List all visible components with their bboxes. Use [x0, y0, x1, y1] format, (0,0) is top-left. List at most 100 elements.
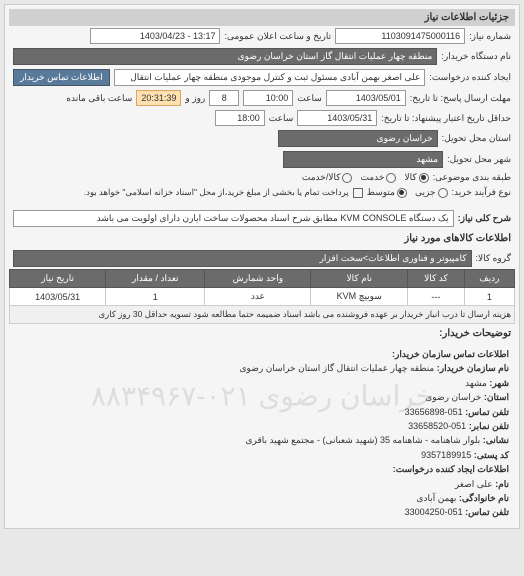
buyer-name-row: نام دستگاه خریدار: منطقه چهار عملیات انت…	[9, 46, 515, 67]
response-date: 1403/05/01	[326, 90, 406, 106]
table-header-row: ردیف کد کالا نام کالا واحد شمارش تعداد /…	[10, 270, 515, 288]
org-province: خراسان رضوی	[425, 392, 481, 402]
process-label: نوع فرآیند خرید:	[452, 187, 512, 198]
table-container: ردیف کد کالا نام کالا واحد شمارش تعداد /…	[9, 269, 515, 524]
creator-phone-label: تلفن تماس:	[465, 507, 509, 517]
radio-medium-circle	[397, 188, 407, 198]
radio-goods-service[interactable]: کالا/خدمت	[302, 172, 353, 183]
buyer-name-value: منطقه چهار عملیات انتقال گاز استان خراسا…	[13, 48, 437, 65]
goods-table: ردیف کد کالا نام کالا واحد شمارش تعداد /…	[9, 269, 515, 324]
keyword-label: شرح کلی نیاز:	[458, 213, 511, 224]
td-row: 1	[464, 288, 514, 306]
budget-radio-group: کالا خدمت کالا/خدمت	[302, 172, 429, 183]
th-qty: تعداد / مقدار	[106, 270, 205, 288]
response-deadline-row: مهلت ارسال پاسخ: تا تاریخ: 1403/05/01 سا…	[9, 88, 515, 108]
province-row: استان محل تحویل: خراسان رضوی	[9, 128, 515, 149]
contact-title: اطلاعات تماس سازمان خریدار:	[15, 347, 509, 361]
goods-section-title: اطلاعات کالاهای مورد نیاز	[9, 229, 515, 248]
table-note: هزینه ارسال تا درب انبار خریدار بر عهده …	[10, 306, 515, 324]
creator-name-label: نام:	[495, 479, 509, 489]
td-unit: عدد	[205, 288, 311, 306]
td-date: 1403/05/31	[10, 288, 106, 306]
radio-service-circle	[386, 173, 396, 183]
delivery-date: 1403/05/31	[297, 110, 377, 126]
phone: 051-33656898	[405, 407, 463, 417]
creator-name: علی اصغر	[455, 479, 493, 489]
budget-label: طبقه بندی موضوعی:	[433, 172, 511, 183]
radio-goods-circle	[419, 173, 429, 183]
th-name: نام کالا	[311, 270, 408, 288]
fax-line: تلفن نمابر: 051-33658520	[15, 419, 509, 433]
buyer-name-label: نام دستگاه خریدار:	[441, 51, 511, 62]
creator-phone: 051-33004250	[405, 507, 463, 517]
creator-family: بهمن آبادی	[416, 493, 456, 503]
phone-line: تلفن تماس: 051-33656898	[15, 405, 509, 419]
panel-title: جزئیات اطلاعات نیاز	[9, 9, 515, 26]
delivery-time: 18:00	[215, 110, 265, 126]
radio-goods-label: کالا	[404, 172, 416, 183]
keyword-row: شرح کلی نیاز: یک دستگاه KVM CONSOLE مطاب…	[9, 208, 515, 229]
radio-goods-service-circle	[342, 173, 352, 183]
requester-label: ایجاد کننده درخواست:	[429, 72, 511, 83]
request-number-label: شماره نیاز:	[469, 31, 511, 42]
detail-panel: جزئیات اطلاعات نیاز شماره نیاز: 11030914…	[4, 4, 520, 529]
budget-row: طبقه بندی موضوعی: کالا خدمت کالا/خدمت	[9, 170, 515, 185]
creator-name-line: نام: علی اصغر	[15, 477, 509, 491]
process-checkbox[interactable]	[353, 188, 363, 198]
org-name-label: نام سازمان خریدار:	[437, 363, 509, 373]
radio-goods[interactable]: کالا	[404, 172, 428, 183]
creator-family-line: نام خانوادگی: بهمن آبادی	[15, 491, 509, 505]
table-row: 1 --- سوییچ KVM عدد 1 1403/05/31	[10, 288, 515, 306]
radio-partial-label: جزیی	[415, 187, 436, 198]
city-value: مشهد	[283, 151, 443, 168]
announce-value: 13:17 - 1403/04/23	[90, 28, 220, 44]
process-note: پرداخت تمام یا بخشی از مبلغ خرید،از محل …	[84, 187, 349, 198]
requester-value: علی اصغر بهمن آبادی مسئول ثبت و کنترل مو…	[114, 69, 426, 86]
delivery-deadline-label: حداقل تاریخ اعتبار پیشنهاد: تا تاریخ:	[381, 113, 511, 124]
request-number-row: شماره نیاز: 1103091475000116 تاریخ و ساع…	[9, 26, 515, 46]
td-qty: 1	[106, 288, 205, 306]
response-deadline-label: مهلت ارسال پاسخ: تا تاریخ:	[410, 93, 511, 104]
org-province-line: استان: خراسان رضوی	[15, 390, 509, 404]
postcode-label: کد پستی:	[474, 450, 509, 460]
requester-row: ایجاد کننده درخواست: علی اصغر بهمن آبادی…	[9, 67, 515, 88]
fax-label: تلفن نمابر:	[469, 421, 509, 431]
radio-medium-label: متوسط	[367, 187, 395, 198]
phone-label: تلفن تماس:	[465, 407, 509, 417]
radio-medium[interactable]: متوسط	[367, 187, 407, 198]
org-city-line: شهر: مشهد	[15, 376, 509, 390]
th-unit: واحد شمارش	[205, 270, 311, 288]
province-value: خراسان رضوی	[278, 130, 438, 147]
td-code: ---	[408, 288, 465, 306]
postcode-line: کد پستی: 9357189915	[15, 448, 509, 462]
contact-section: اطلاعات تماس سازمان خریدار: نام سازمان خ…	[9, 343, 515, 524]
org-city: مشهد	[465, 378, 487, 388]
radio-service[interactable]: خدمت	[360, 172, 396, 183]
th-row: ردیف	[464, 270, 514, 288]
remaining-label: ساعت باقی مانده	[66, 93, 132, 104]
th-date: تاریخ نیاز	[10, 270, 106, 288]
table-note-row: هزینه ارسال تا درب انبار خریدار بر عهده …	[10, 306, 515, 324]
org-name: منطقه چهار عملیات انتقال گاز استان خراسا…	[240, 363, 435, 373]
org-city-label: شهر:	[489, 378, 509, 388]
group-label: گروه کالا:	[476, 253, 511, 264]
radio-partial[interactable]: جزیی	[415, 187, 448, 198]
countdown-timer: 20:31:39	[136, 90, 181, 106]
contact-info-button[interactable]: اطلاعات تماس خریدار	[13, 69, 110, 86]
creator-family-label: نام خانوادگی:	[459, 493, 509, 503]
radio-service-label: خدمت	[360, 172, 384, 183]
radio-goods-service-label: کالا/خدمت	[302, 172, 341, 183]
days-label: روز و	[185, 93, 205, 104]
response-time: 10:00	[243, 90, 293, 106]
th-code: کد کالا	[408, 270, 465, 288]
address: بلوار شاهنامه - شاهنامه 35 (شهید شعبانی)…	[245, 435, 480, 445]
org-province-label: استان:	[484, 392, 509, 402]
fax: 051-33658520	[408, 421, 466, 431]
buyer-explain-title: توضیحات خریدار:	[9, 324, 515, 343]
request-number-value: 1103091475000116	[335, 28, 465, 44]
process-radio-group: جزیی متوسط	[367, 187, 448, 198]
address-line: نشانی: بلوار شاهنامه - شاهنامه 35 (شهید …	[15, 433, 509, 447]
radio-partial-circle	[438, 188, 448, 198]
group-value: کامپیوتر و فناوری اطلاعات>سخت افزار	[13, 250, 472, 267]
creator-title: اطلاعات ایجاد کننده درخواست:	[15, 462, 509, 476]
